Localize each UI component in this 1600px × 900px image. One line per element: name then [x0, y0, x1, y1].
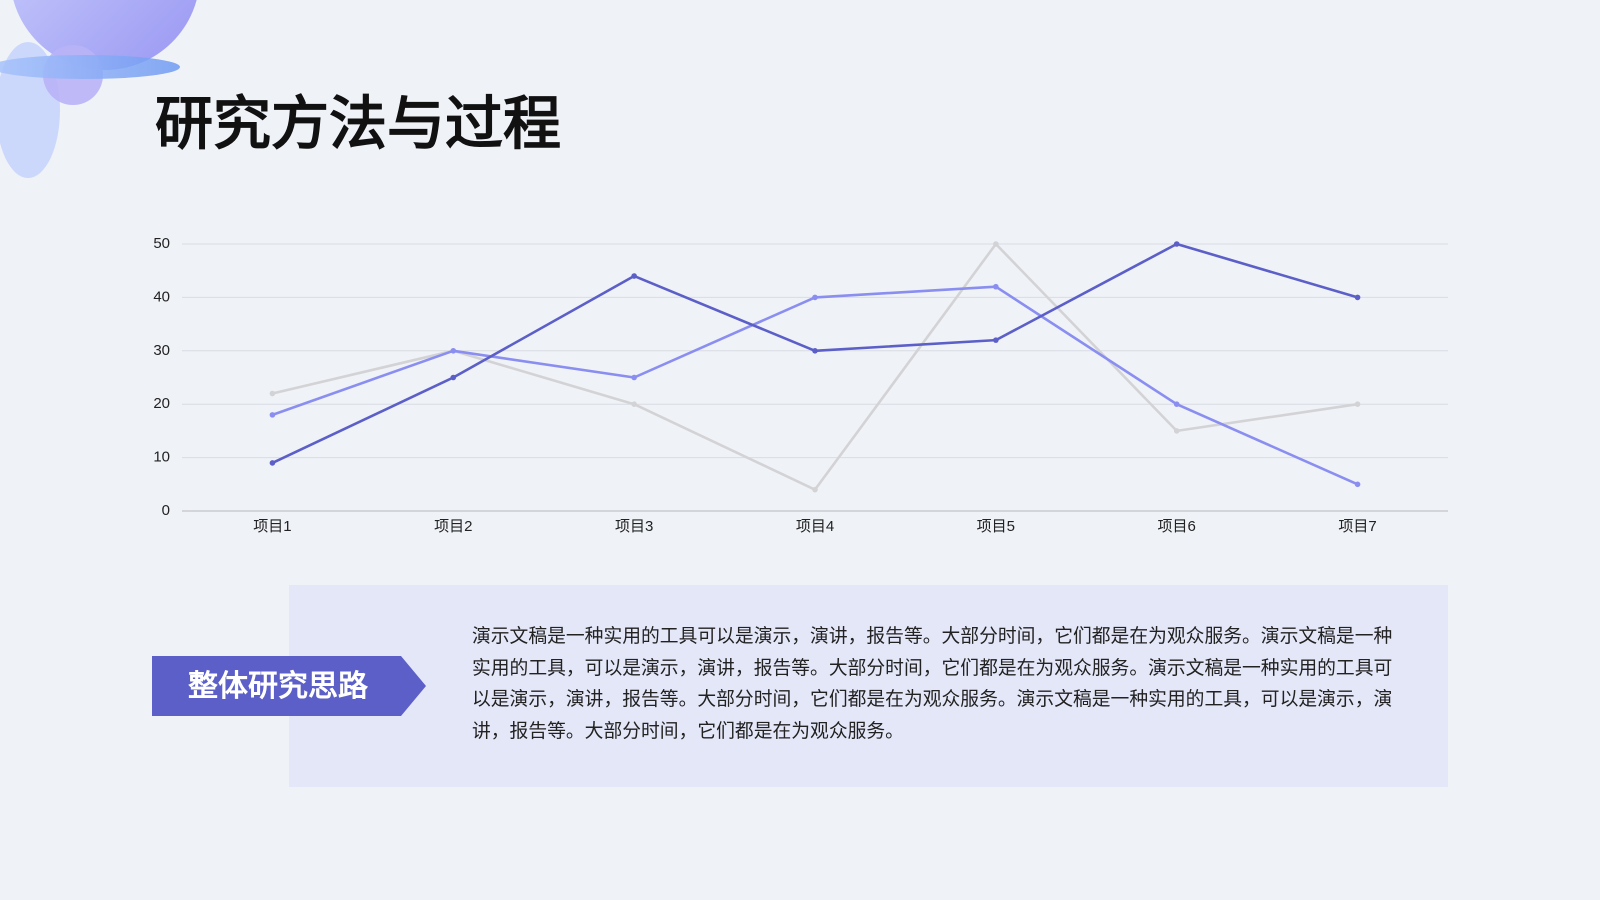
slide-title: 研究方法与过程	[155, 91, 561, 156]
x-tick-label: 项目1	[253, 518, 291, 535]
decoration	[0, 0, 197, 178]
point	[993, 283, 999, 290]
section-banner	[152, 656, 426, 716]
x-tick-label: 项目5	[977, 518, 1015, 535]
y-tick-label: 30	[153, 342, 170, 359]
point	[450, 348, 457, 354]
point	[812, 486, 818, 493]
point	[1173, 401, 1180, 408]
y-tick-label: 40	[153, 288, 170, 305]
point	[1173, 241, 1180, 247]
series-line	[272, 242, 1358, 491]
text-panel	[289, 585, 1448, 787]
point	[1354, 401, 1361, 408]
x-tick-label: 项目6	[1158, 518, 1196, 535]
chart: 0 10 20 30 40 50 项目1 项目2 项目3 项目4 项目5 项目6 项目7	[153, 235, 1448, 535]
y-tick-label: 50	[153, 235, 170, 252]
y-tick-label: 0	[162, 502, 170, 519]
section-text: 演示文稿是一种实用的工具可以是演示，演讲，报告等。大部分时间，它们都是在为观众服…	[472, 625, 1393, 741]
point	[450, 374, 457, 381]
point	[269, 390, 276, 397]
point	[631, 273, 637, 279]
x-tick-label: 项目4	[796, 518, 834, 535]
section-label: 整体研究思路	[188, 669, 369, 703]
x-tick-label: 项目3	[615, 518, 653, 535]
point	[1354, 481, 1361, 488]
y-tick-label: 10	[153, 449, 170, 466]
point	[269, 460, 276, 466]
point	[631, 401, 637, 408]
y-tick-label: 20	[153, 395, 170, 412]
point	[1173, 428, 1180, 434]
point	[993, 241, 999, 247]
point	[993, 337, 999, 343]
point	[812, 348, 818, 354]
point	[1354, 294, 1361, 301]
x-tick-label: 项目7	[1338, 518, 1376, 535]
point	[631, 374, 637, 381]
point	[269, 412, 276, 418]
point	[812, 294, 818, 301]
x-tick-label: 项目2	[434, 518, 472, 535]
